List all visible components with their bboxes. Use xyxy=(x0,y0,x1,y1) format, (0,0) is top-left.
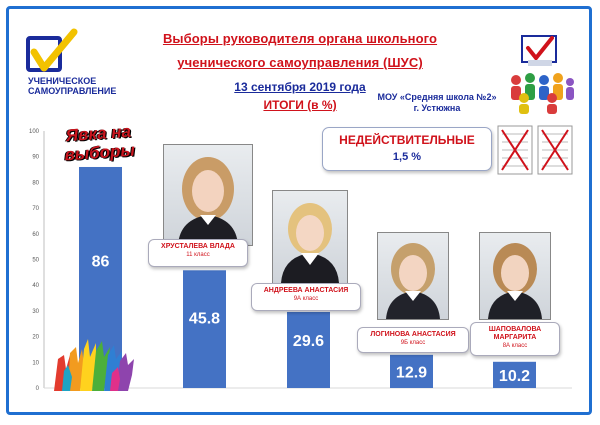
portrait-icon xyxy=(281,203,339,283)
candidate-photo-3 xyxy=(377,232,449,320)
y-tick-label: 70 xyxy=(32,206,39,212)
results-heading: ИТОГИ (в %) xyxy=(263,98,337,112)
candidate-name: ЛОГИНОВА АНАСТАСИЯ xyxy=(370,331,456,338)
school-line1: МОУ «Средняя школа №2» xyxy=(377,92,497,102)
bar-value-label: 86 xyxy=(92,253,110,270)
election-date: 13 сентября 2019 года xyxy=(234,80,366,94)
bar-2 xyxy=(183,270,226,388)
candidate-label-1: ХРУСТАЛЕВА ВЛАДА 11 класс xyxy=(148,239,248,267)
candidate-class: 9А класс xyxy=(293,296,319,302)
school-name: МОУ «Средняя школа №2» г. Устюжна xyxy=(372,92,502,114)
raised-hands-icon xyxy=(54,339,134,391)
y-tick-label: 30 xyxy=(32,309,39,315)
portrait-icon xyxy=(386,243,440,319)
bar-value-label: 29.6 xyxy=(293,333,324,350)
portrait-icon xyxy=(178,157,238,245)
candidate-photo-4 xyxy=(479,232,551,320)
y-tick-label: 80 xyxy=(32,180,39,186)
bar-value-label: 45.8 xyxy=(189,310,220,327)
invalid-label: НЕДЕЙСТВИТЕЛЬНЫЕ xyxy=(339,133,475,147)
candidate-label-3: ЛОГИНОВА АНАСТАСИЯ 9Б класс xyxy=(357,327,469,353)
candidate-class: 8А класс xyxy=(502,343,528,349)
y-tick-label: 60 xyxy=(32,232,39,238)
voting-people-icon xyxy=(511,35,574,114)
logo-line2: САМОУПРАВЛЕНИЕ xyxy=(28,86,117,96)
invalid-value: 1,5 % xyxy=(392,151,422,163)
y-tick-label: 10 xyxy=(32,360,39,366)
bar-3 xyxy=(287,311,330,388)
candidate-name: АНДРЕЕВА АНАСТАСИЯ xyxy=(263,287,349,294)
candidate-name-line2: МАРГАРИТА xyxy=(493,334,537,341)
crossed-ballots-icon xyxy=(497,125,573,175)
y-tick-label: 50 xyxy=(32,258,39,264)
bar-value-label: 12.9 xyxy=(396,364,427,381)
school-line2: г. Устюжна xyxy=(413,103,461,113)
y-tick-label: 40 xyxy=(32,283,39,289)
turnout-label: Явка на выборы xyxy=(53,121,145,165)
y-tick-label: 100 xyxy=(29,129,40,135)
candidate-label-2: АНДРЕЕВА АНАСТАСИЯ 9А класс xyxy=(251,283,361,311)
logo-text: УЧЕНИЧЕСКОЕ САМОУПРАВЛЕНИЕ xyxy=(28,76,128,96)
page-title-line2: ученического самоуправления (ШУС) xyxy=(177,55,423,70)
candidate-label-4: ШАПОВАЛОВА МАРГАРИТА 8А класс xyxy=(470,322,560,356)
bar-4 xyxy=(390,354,433,388)
y-tick-label: 0 xyxy=(36,386,40,392)
y-tick-label: 90 xyxy=(32,155,39,161)
bar-value-label: 10.2 xyxy=(499,368,530,385)
portrait-icon xyxy=(488,243,542,319)
candidate-name-line1: ШАПОВАЛОВА xyxy=(488,326,542,333)
candidate-class: 9Б класс xyxy=(400,340,426,346)
bar-5 xyxy=(493,361,536,388)
candidate-photo-2 xyxy=(272,190,348,284)
candidate-name: ХРУСТАЛЕВА ВЛАДА xyxy=(161,243,235,250)
candidate-class: 11 класс xyxy=(186,252,210,258)
page-title-line1: Выборы руководителя органа школьного xyxy=(162,31,438,46)
y-tick-label: 20 xyxy=(32,335,39,341)
checkmark-logo-icon xyxy=(26,28,78,72)
invalid-ballots-box: НЕДЕЙСТВИТЕЛЬНЫЕ 1,5 % xyxy=(322,127,492,171)
logo-line1: УЧЕНИЧЕСКОЕ xyxy=(28,76,97,86)
candidate-photo-1 xyxy=(163,144,253,246)
